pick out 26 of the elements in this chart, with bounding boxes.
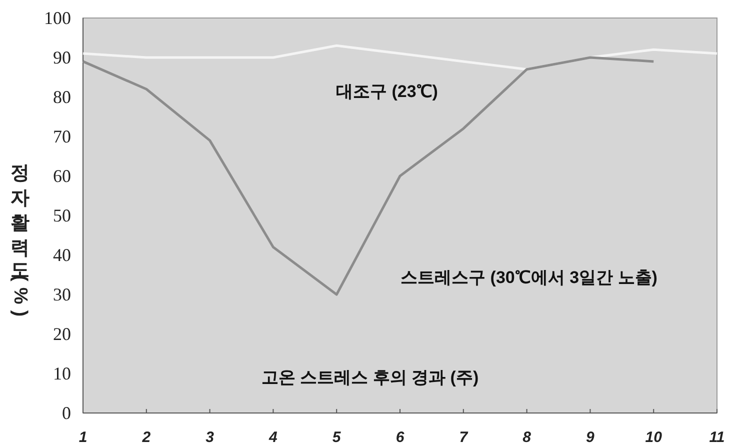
y-tick-label: 50	[53, 206, 71, 226]
y-tick-label: 80	[53, 87, 71, 107]
y-tick-label: 30	[53, 284, 71, 304]
y-tick-label: 40	[53, 245, 71, 265]
x-tick-label: 9	[586, 429, 596, 446]
x-tick-label: 8	[522, 429, 532, 446]
x-tick-label: 4	[268, 429, 278, 446]
y-tick-label: 0	[62, 403, 71, 423]
x-tick-label: 7	[459, 429, 468, 446]
annotation: 대조구 (23℃)	[336, 82, 438, 101]
x-tick-label: 10	[645, 429, 663, 446]
y-tick-label: 90	[53, 48, 71, 68]
y-tick-label: 100	[44, 8, 71, 28]
annotation: 스트레스구 (30℃에서 3일간 노출)	[400, 268, 658, 287]
y-axis-title: 정자활력도(%)	[10, 150, 30, 323]
x-axis-title: 고온 스트레스 후의 경과 (주)	[261, 368, 479, 387]
x-tick-label: 1	[78, 429, 88, 446]
y-tick-label: 20	[53, 324, 71, 344]
x-tick-label: 6	[396, 429, 405, 446]
x-tick-label: 3	[206, 429, 215, 446]
x-tick-label: 11	[709, 429, 725, 446]
y-tick-label: 60	[53, 166, 71, 186]
x-tick-label: 5	[332, 429, 342, 446]
y-tick-label: 70	[53, 126, 71, 146]
x-tick-label: 2	[141, 429, 152, 446]
y-tick-label: 10	[53, 364, 71, 384]
